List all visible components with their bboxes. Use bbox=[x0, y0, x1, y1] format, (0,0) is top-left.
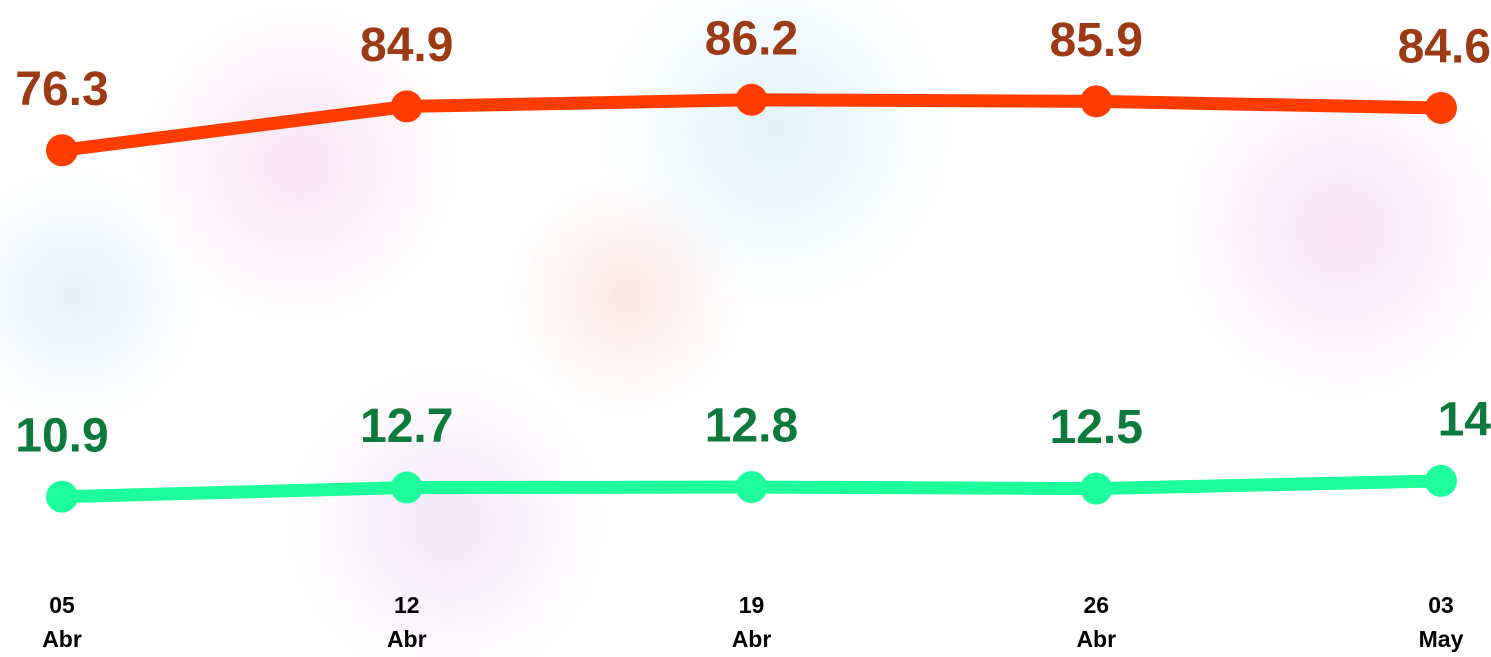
point bbox=[390, 90, 423, 123]
x-tick-label: 19 Abr bbox=[731, 592, 772, 652]
point bbox=[735, 83, 768, 116]
point bbox=[46, 134, 78, 167]
point bbox=[1425, 464, 1457, 497]
x-tick-label: 05 Abr bbox=[42, 592, 82, 652]
data-label: 84.6 bbox=[1398, 21, 1491, 74]
data-label: 86.2 bbox=[705, 12, 798, 65]
point bbox=[735, 471, 768, 504]
data-label: 14 bbox=[1438, 394, 1491, 447]
point bbox=[1425, 91, 1457, 124]
data-label: 84.9 bbox=[360, 19, 453, 72]
x-tick-label: 03 May bbox=[1418, 592, 1464, 652]
x-tick-label: 12 Abr bbox=[386, 592, 427, 652]
data-label: 85.9 bbox=[1050, 14, 1143, 67]
point bbox=[46, 480, 78, 513]
data-label: 76.3 bbox=[15, 63, 108, 116]
data-label: 12.5 bbox=[1050, 401, 1143, 454]
point bbox=[1080, 472, 1113, 505]
data-label: 12.7 bbox=[360, 400, 453, 453]
point bbox=[390, 471, 423, 504]
data-label: 12.8 bbox=[705, 400, 798, 453]
data-label: 10.9 bbox=[15, 409, 108, 462]
x-tick-label: 26 Abr bbox=[1076, 592, 1117, 652]
point bbox=[1080, 85, 1113, 118]
